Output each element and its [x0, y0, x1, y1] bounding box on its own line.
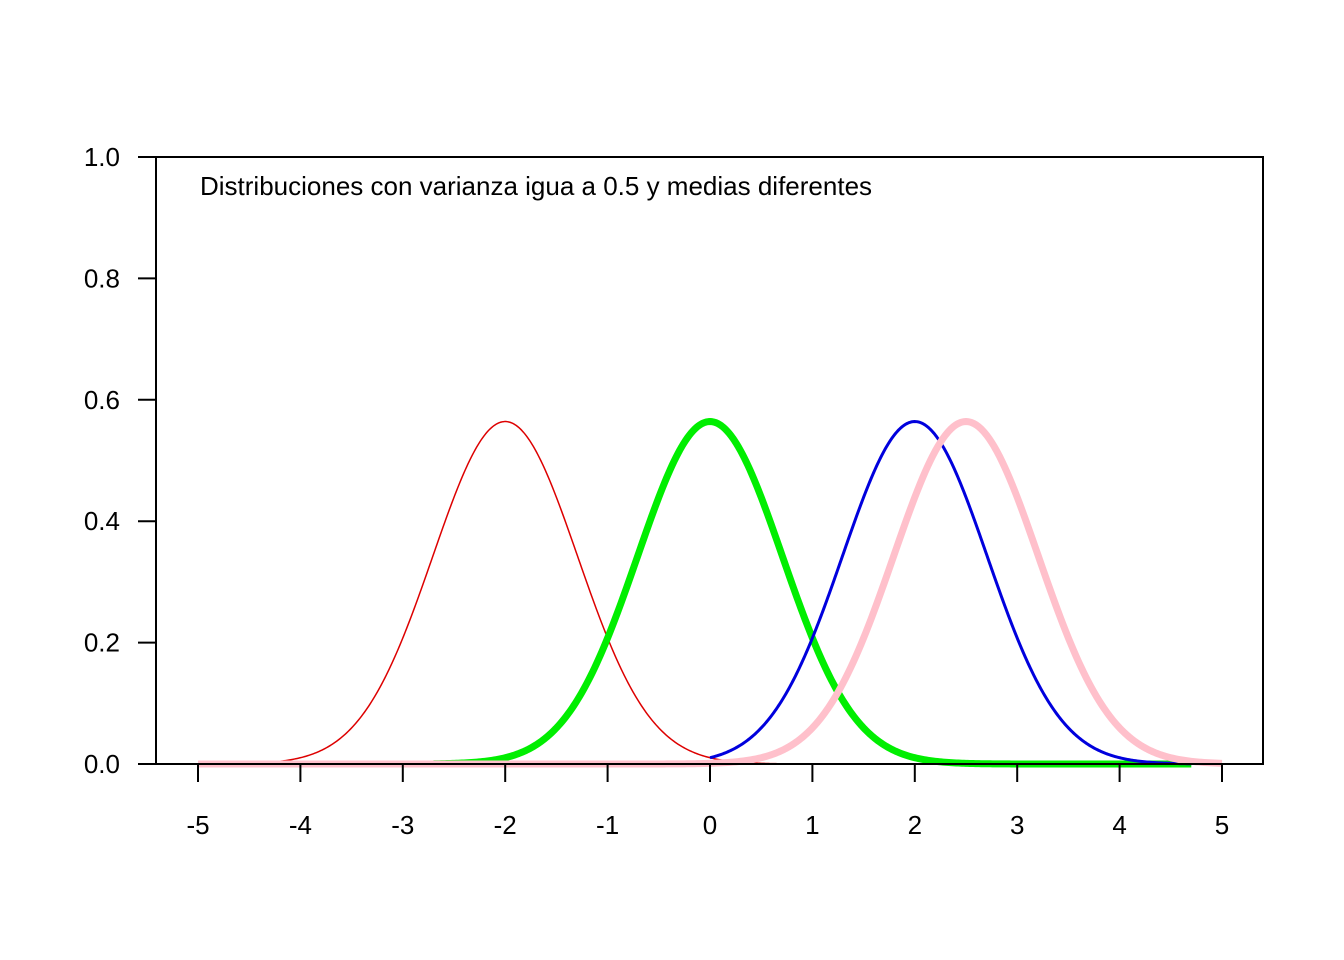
chart-annotation: Distribuciones con varianza igua a 0.5 y…	[200, 171, 872, 201]
plot-box	[155, 156, 1264, 765]
curves-group	[197, 418, 1223, 768]
x-tick-label: 5	[1215, 810, 1229, 840]
x-tick-label: -3	[391, 810, 414, 840]
density-curve-3	[709, 420, 1192, 766]
x-tick-label: 2	[908, 810, 922, 840]
x-tick-label: 0	[703, 810, 717, 840]
x-tick-label: 4	[1112, 810, 1126, 840]
x-tick-label: -4	[289, 810, 312, 840]
density-curve-4	[197, 418, 1223, 768]
x-tick-label: 3	[1010, 810, 1024, 840]
y-tick-label: 0.4	[84, 506, 120, 536]
x-tick-label: 1	[805, 810, 819, 840]
y-tick-label: 1.0	[84, 142, 120, 172]
y-tick-label: 0.0	[84, 749, 120, 779]
x-tick-label: -1	[596, 810, 619, 840]
x-tick-label: -5	[186, 810, 209, 840]
density-curve-1	[197, 420, 782, 765]
y-tick-label: 0.6	[84, 385, 120, 415]
y-tick-label: 0.8	[84, 263, 120, 293]
y-tick-label: 0.2	[84, 628, 120, 658]
x-tick-label: -2	[494, 810, 517, 840]
x-axis: -5 -4 -3 -2 -1 0 1 2 3 4 5	[186, 763, 1229, 840]
y-axis: 0.0 0.2 0.4 0.6 0.8 1.0	[84, 142, 157, 779]
